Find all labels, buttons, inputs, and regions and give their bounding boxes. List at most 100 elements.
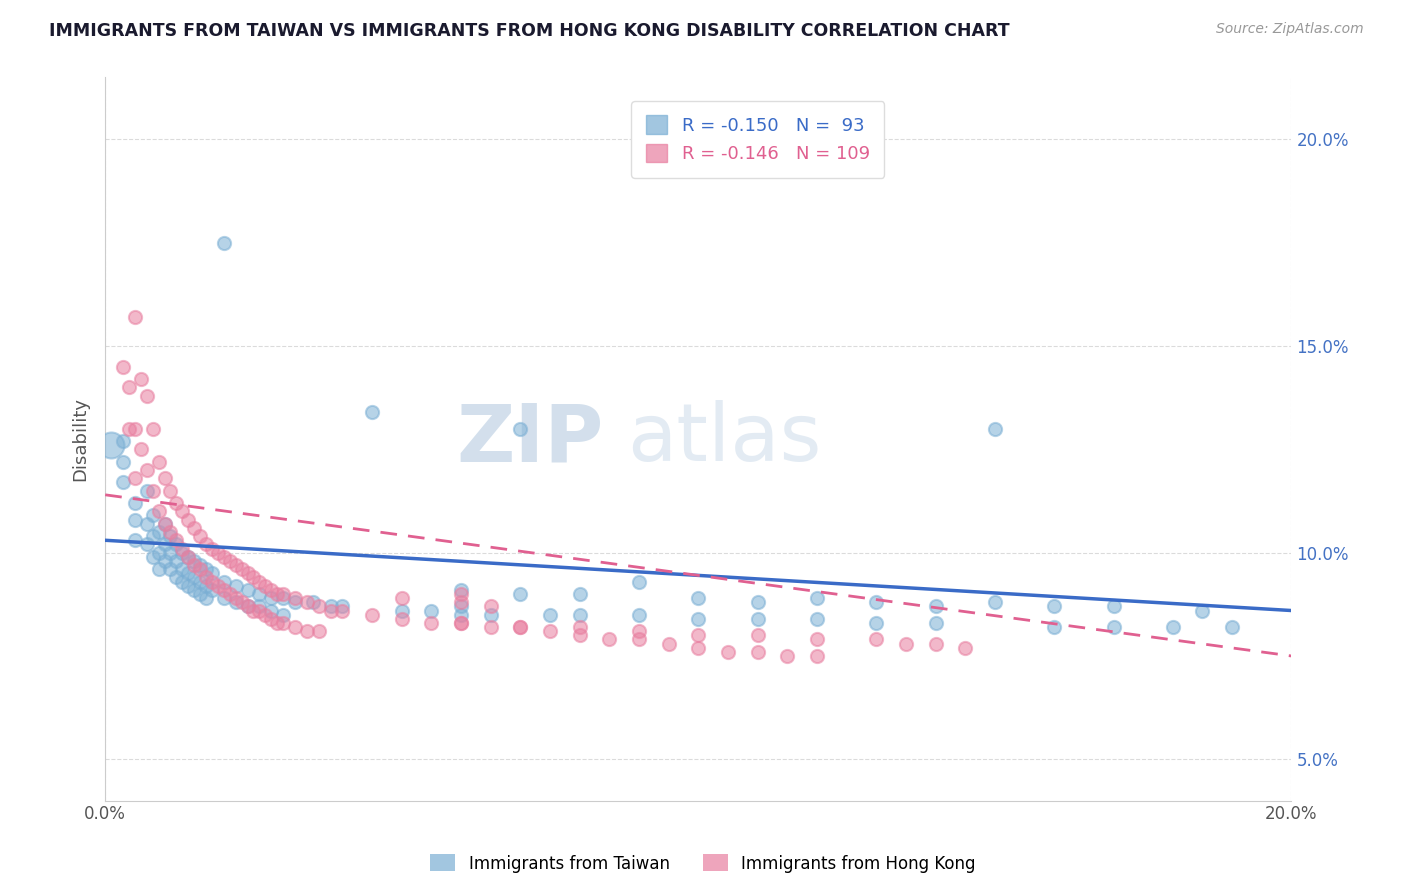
Point [165,533,187,548]
Point [172,562,194,576]
Point [183,582,205,597]
Point [260,612,283,626]
Point [148,562,170,576]
Point [1102,620,1125,634]
Point [568,628,591,642]
Point [260,603,283,617]
Point [271,615,294,630]
Point [688,612,710,626]
Point [924,615,946,630]
Point [391,612,413,626]
Point [195,579,218,593]
Point [806,612,828,626]
Point [172,504,194,518]
Point [260,591,283,606]
Point [627,632,650,647]
Point [479,620,502,634]
Point [165,570,187,584]
Point [172,574,194,589]
Point [747,612,769,626]
Point [1102,599,1125,614]
Point [159,483,181,498]
Point [450,582,472,597]
Point [153,537,176,551]
Point [361,607,384,622]
Point [177,549,200,564]
Point [1043,620,1066,634]
Point [207,579,229,593]
Point [391,603,413,617]
Point [188,574,211,589]
Point [218,587,240,601]
Point [924,637,946,651]
Point [420,603,443,617]
Point [776,648,799,663]
Text: IMMIGRANTS FROM TAIWAN VS IMMIGRANTS FROM HONG KONG DISABILITY CORRELATION CHART: IMMIGRANTS FROM TAIWAN VS IMMIGRANTS FRO… [49,22,1010,40]
Point [159,562,181,576]
Point [509,620,531,634]
Point [538,624,561,639]
Point [201,566,224,581]
Point [450,615,472,630]
Point [236,599,259,614]
Point [747,628,769,642]
Point [249,599,271,614]
Point [153,516,176,531]
Point [865,632,887,647]
Point [212,235,235,250]
Point [249,587,271,601]
Point [159,529,181,543]
Point [249,574,271,589]
Point [124,533,146,548]
Point [627,574,650,589]
Point [153,471,176,485]
Point [188,529,211,543]
Point [361,405,384,419]
Point [165,554,187,568]
Point [124,422,146,436]
Point [894,637,917,651]
Point [159,524,181,539]
Point [201,582,224,597]
Point [177,513,200,527]
Point [172,546,194,560]
Point [153,516,176,531]
Point [188,558,211,572]
Point [165,537,187,551]
Point [242,603,264,617]
Point [177,566,200,581]
Point [142,529,165,543]
Point [177,579,200,593]
Point [118,380,141,394]
Point [865,615,887,630]
Text: atlas: atlas [627,400,821,478]
Text: Source: ZipAtlas.com: Source: ZipAtlas.com [1216,22,1364,37]
Point [135,483,157,498]
Point [165,496,187,510]
Point [284,620,307,634]
Point [319,599,342,614]
Point [271,607,294,622]
Point [598,632,620,647]
Point [266,587,288,601]
Text: ZIP: ZIP [456,400,603,478]
Legend: R = -0.150   N =  93, R = -0.146   N = 109: R = -0.150 N = 93, R = -0.146 N = 109 [631,101,884,178]
Point [450,595,472,609]
Point [568,620,591,634]
Point [129,372,152,386]
Point [183,558,205,572]
Point [111,475,134,490]
Point [111,434,134,449]
Point [148,524,170,539]
Point [212,574,235,589]
Point [142,422,165,436]
Point [1191,603,1213,617]
Point [172,541,194,556]
Point [301,595,323,609]
Point [236,599,259,614]
Point [260,582,283,597]
Point [212,591,235,606]
Point [225,579,247,593]
Point [201,574,224,589]
Point [924,599,946,614]
